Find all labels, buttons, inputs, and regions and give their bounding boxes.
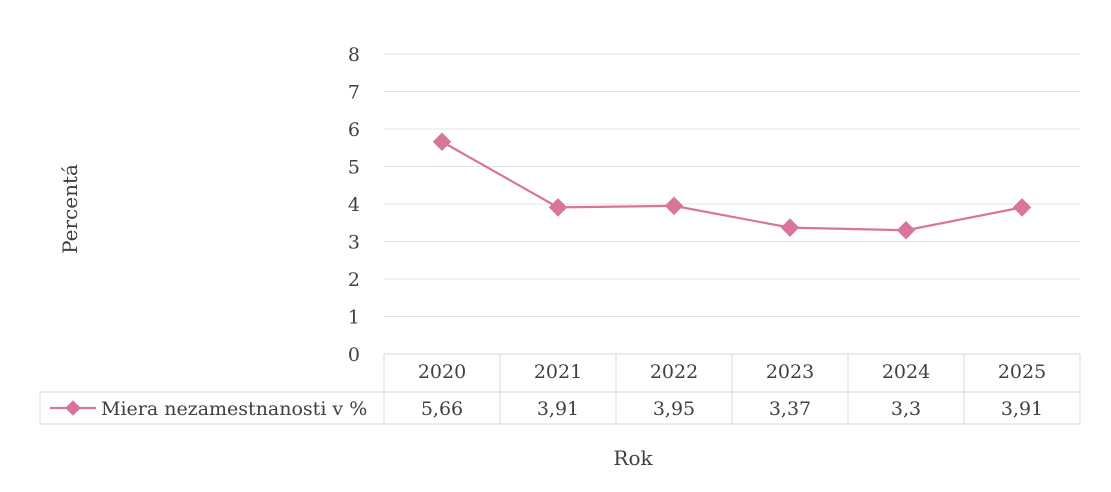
y-tick-label: 6 bbox=[348, 119, 360, 141]
data-table-value: 3,95 bbox=[653, 398, 695, 420]
x-tick-label: 2022 bbox=[650, 361, 698, 383]
data-point-marker bbox=[665, 197, 683, 215]
data-point-marker bbox=[781, 218, 799, 236]
x-tick-label: 2025 bbox=[998, 361, 1046, 383]
y-axis-title: Percentá bbox=[58, 164, 82, 254]
x-tick-label: 2023 bbox=[766, 361, 814, 383]
y-tick-label: 0 bbox=[348, 344, 360, 366]
legend-series-name: Miera nezamestnanosti v % bbox=[101, 398, 367, 420]
y-tick-label: 5 bbox=[348, 157, 360, 179]
series-line bbox=[433, 133, 1031, 240]
data-table-value: 3,37 bbox=[769, 398, 811, 420]
y-tick-label: 1 bbox=[348, 307, 360, 329]
gridlines bbox=[384, 54, 1080, 317]
data-table-value: 5,66 bbox=[421, 398, 463, 420]
data-point-marker bbox=[1013, 198, 1031, 216]
data-table-value: 3,91 bbox=[1001, 398, 1043, 420]
y-tick-label: 4 bbox=[348, 194, 360, 216]
data-table-value: 3,91 bbox=[537, 398, 579, 420]
x-tick-label: 2021 bbox=[534, 361, 582, 383]
data-point-marker bbox=[549, 198, 567, 216]
y-tick-label: 3 bbox=[348, 232, 360, 254]
data-point-marker bbox=[897, 221, 915, 239]
data-point-marker bbox=[433, 133, 451, 151]
data-table: 2020 2021 2022 2023 2024 2025 Miera nezamestna… bbox=[40, 354, 1080, 424]
y-axis-ticks: 0 1 2 3 4 5 6 7 8 bbox=[348, 44, 360, 366]
y-tick-label: 7 bbox=[348, 82, 360, 104]
x-axis-title: Rok bbox=[613, 446, 653, 470]
legend-marker-swatch bbox=[65, 400, 81, 416]
x-tick-label: 2020 bbox=[418, 361, 466, 383]
x-tick-label: 2024 bbox=[882, 361, 930, 383]
data-table-value: 3,3 bbox=[891, 398, 921, 420]
y-tick-label: 2 bbox=[348, 269, 360, 291]
series-line-path bbox=[442, 142, 1022, 231]
y-tick-label: 8 bbox=[348, 44, 360, 66]
